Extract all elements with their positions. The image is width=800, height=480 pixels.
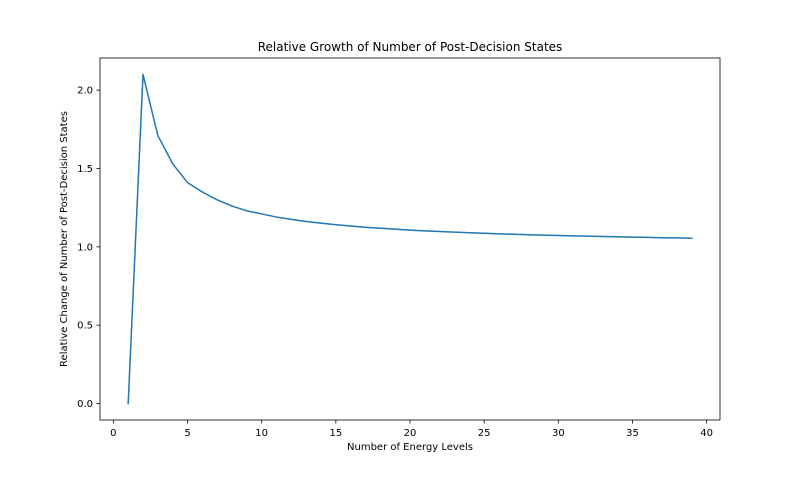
plot-area-background <box>100 58 720 420</box>
x-tick-label: 30 <box>552 428 565 439</box>
x-axis-label: Number of Energy Levels <box>347 442 473 453</box>
y-tick-label: 1.0 <box>77 242 93 253</box>
x-tick-label: 40 <box>700 428 713 439</box>
plot-layer <box>127 73 693 405</box>
x-tick-label: 20 <box>404 428 417 439</box>
series-line-1 <box>127 73 693 405</box>
chart-title: Relative Growth of Number of Post-Decisi… <box>258 40 563 54</box>
x-tick-label: 25 <box>478 428 491 439</box>
y-tick-label: 1.5 <box>77 164 93 175</box>
x-tick-label: 15 <box>329 428 342 439</box>
y-tick-label: 0.0 <box>77 399 93 410</box>
y-tick-label: 0.5 <box>77 321 93 332</box>
x-axis: 0 5 10 15 20 25 30 35 40 <box>110 420 713 439</box>
y-axis-label: Relative Change of Number of Post-Decisi… <box>59 111 70 367</box>
x-tick-label: 5 <box>184 428 190 439</box>
x-tick-label: 35 <box>626 428 639 439</box>
x-tick-label: 10 <box>255 428 268 439</box>
y-axis: 0.0 0.5 1.0 1.5 2.0 <box>77 86 100 410</box>
y-tick-label: 2.0 <box>77 86 93 97</box>
x-tick-label: 0 <box>110 428 116 439</box>
